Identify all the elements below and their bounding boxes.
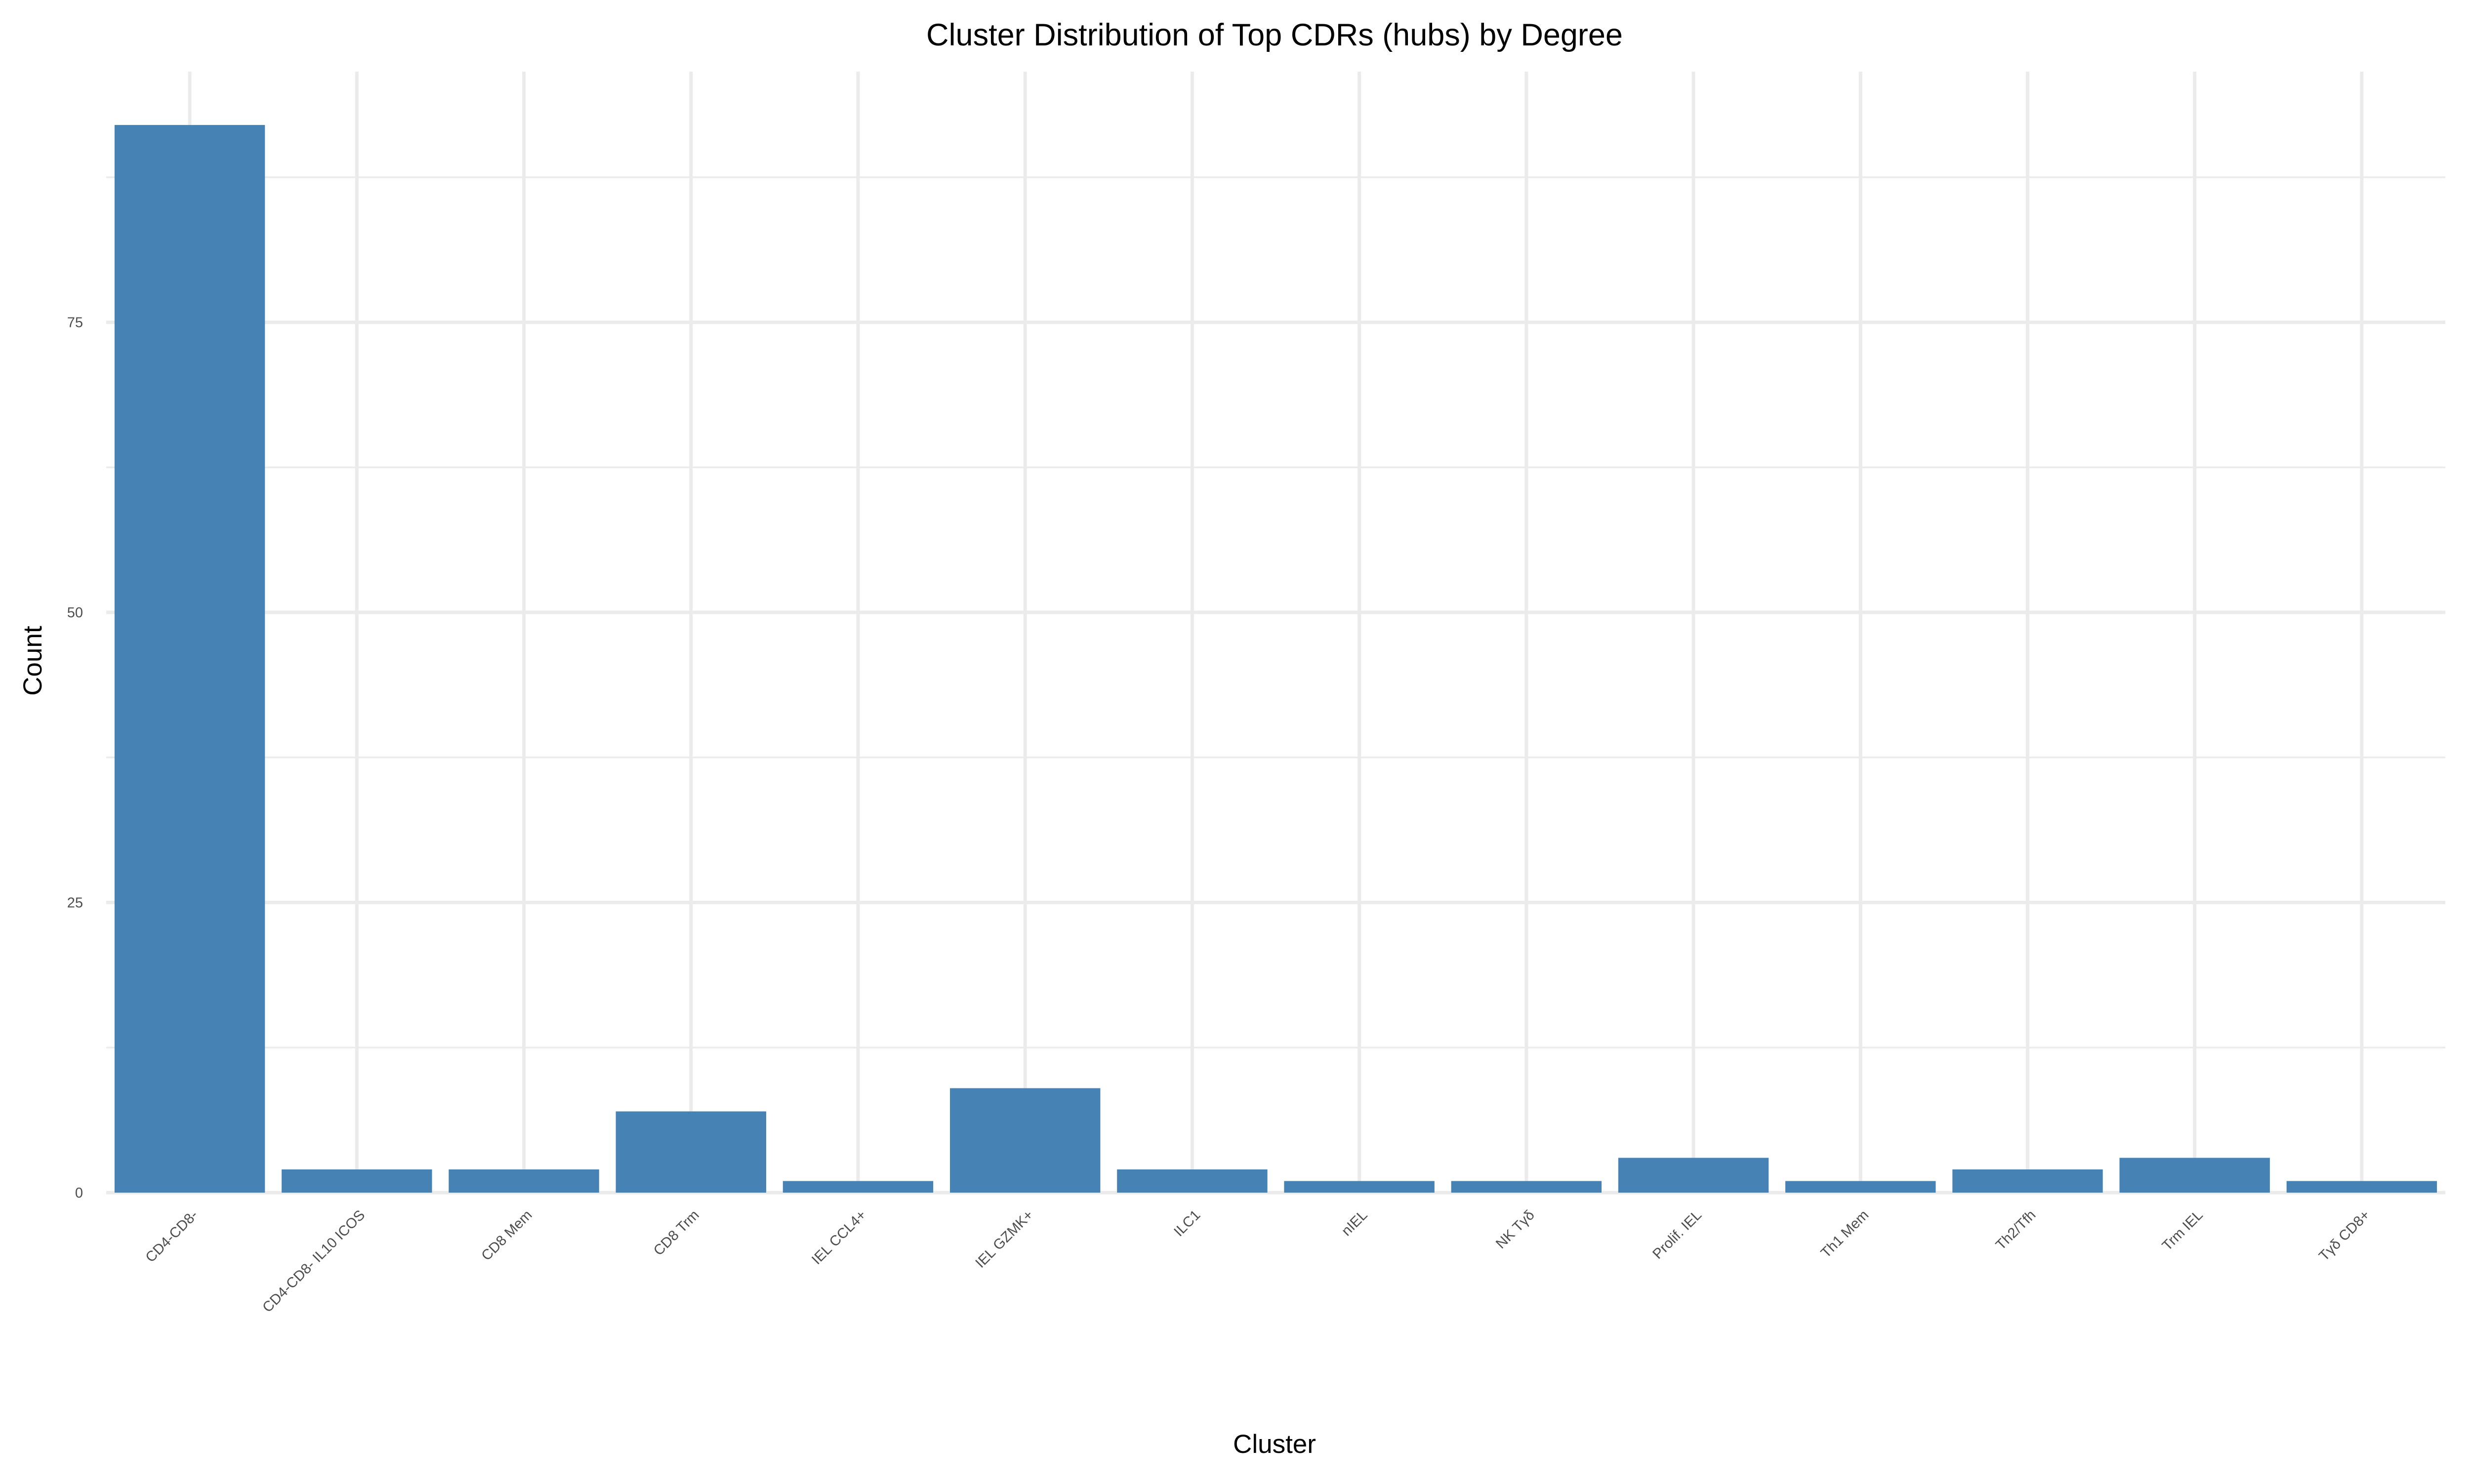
bar (114, 125, 265, 1193)
x-tick-label: ILC1 (1171, 1207, 1203, 1240)
x-tick-label: Th1 Mem (1818, 1207, 1872, 1261)
x-tick-label: Tγδ CD8+ (2316, 1207, 2373, 1264)
bar (449, 1169, 599, 1193)
y-tick-label: 50 (67, 605, 83, 621)
x-tick-label: CD4-CD8- (143, 1207, 201, 1265)
bar (1952, 1169, 2103, 1193)
x-tick-label: CD8 Trm (651, 1207, 702, 1259)
x-tick-label: nIEL (1339, 1207, 1371, 1239)
bar (1117, 1169, 1268, 1193)
bar (2119, 1158, 2270, 1193)
y-tick-label: 75 (67, 315, 83, 331)
x-axis-ticks: CD4-CD8- CD4-CD8- IL10 ICOS CD8 Mem CD8 Trm… (143, 1207, 2373, 1316)
x-axis-title: Cluster (1233, 1430, 1316, 1459)
x-tick-label: Trm IEL (2159, 1207, 2206, 1254)
x-tick-label: IEL CCL4+ (809, 1207, 869, 1268)
x-tick-label: CD8 Mem (479, 1207, 535, 1264)
x-tick-label: Th2/Tfh (1993, 1207, 2039, 1253)
chart-title: Cluster Distribution of Top CDRs (hubs) … (926, 18, 1623, 52)
bar (616, 1111, 766, 1193)
x-tick-label: IEL GZMK+ (973, 1207, 1037, 1271)
x-tick-label: CD4-CD8- IL10 ICOS (259, 1207, 368, 1316)
bar (2286, 1181, 2437, 1193)
bar (949, 1088, 1101, 1193)
y-axis-ticks: 0 25 50 75 (67, 315, 83, 1201)
bar (1785, 1181, 1936, 1193)
bar (282, 1169, 432, 1193)
bar (782, 1181, 934, 1193)
grid-lines (106, 72, 2445, 1195)
bar (1451, 1181, 1602, 1193)
bar (1618, 1158, 1769, 1193)
y-tick-label: 0 (75, 1185, 83, 1201)
y-axis-title: Count (18, 626, 47, 696)
bars (114, 125, 2437, 1193)
x-tick-label: NK Tγδ (1493, 1207, 1538, 1252)
bar (1284, 1181, 1435, 1193)
y-tick-label: 25 (67, 895, 83, 911)
x-tick-label: Prolif. IEL (1649, 1207, 1705, 1262)
